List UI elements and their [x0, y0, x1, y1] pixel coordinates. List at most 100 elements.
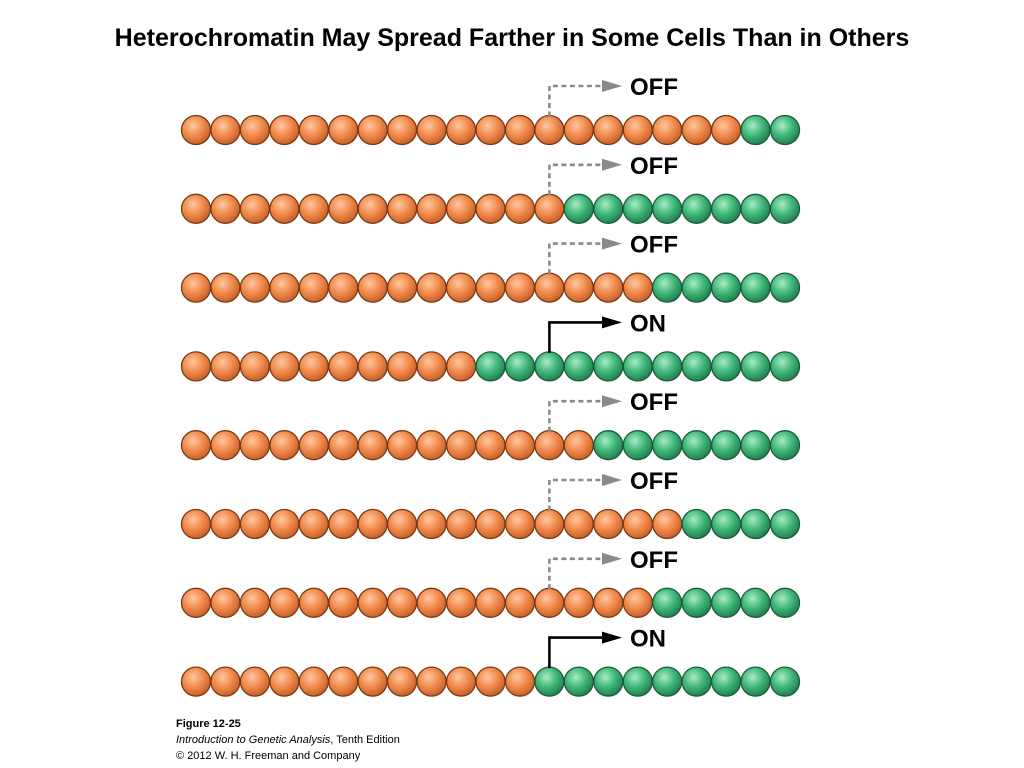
arrowhead-icon	[602, 395, 622, 408]
figure-caption: Figure 12-25 Introduction to Genetic Ana…	[176, 716, 400, 764]
euchromatin-nucleosome	[740, 272, 771, 303]
copyright-notice: © 2012 W. H. Freeman and Company	[176, 750, 361, 762]
promoter-arrow-off	[548, 399, 604, 432]
euchromatin-nucleosome	[593, 430, 624, 461]
heterochromatin-nucleosome	[328, 272, 359, 303]
heterochromatin-nucleosome	[269, 272, 300, 303]
heterochromatin-nucleosome	[475, 114, 506, 146]
heterochromatin-nucleosome	[269, 351, 300, 382]
heterochromatin-nucleosome	[180, 114, 212, 146]
arrowhead-icon	[602, 631, 622, 644]
euchromatin-nucleosome	[681, 587, 712, 618]
heterochromatin-nucleosome	[210, 272, 241, 303]
heterochromatin-nucleosome	[386, 666, 418, 697]
chromatin-row: OFF	[180, 547, 801, 618]
heterochromatin-nucleosome	[416, 587, 447, 618]
heterochromatin-nucleosome	[210, 587, 241, 618]
heterochromatin-nucleosome	[534, 114, 565, 146]
heterochromatin-nucleosome	[269, 430, 300, 461]
heterochromatin-nucleosome	[563, 587, 594, 618]
heterochromatin-nucleosome	[386, 508, 418, 540]
heterochromatin-nucleosome	[210, 351, 241, 382]
euchromatin-nucleosome	[740, 193, 771, 224]
heterochromatin-nucleosome	[210, 666, 241, 697]
heterochromatin-nucleosome	[416, 508, 447, 540]
heterochromatin-nucleosome	[475, 666, 506, 697]
heterochromatin-nucleosome	[416, 430, 447, 461]
expression-state-label: OFF	[630, 547, 678, 574]
book-title: Introduction to Genetic Analysis	[176, 734, 331, 746]
heterochromatin-nucleosome	[298, 666, 329, 697]
euchromatin-nucleosome	[769, 666, 801, 697]
heterochromatin-nucleosome	[416, 666, 447, 697]
heterochromatin-nucleosome	[475, 508, 506, 540]
promoter-arrow-on	[548, 636, 604, 669]
heterochromatin-nucleosome	[328, 508, 359, 540]
promoter-arrow-on	[548, 321, 604, 353]
heterochromatin-nucleosome	[328, 666, 359, 697]
heterochromatin-nucleosome	[269, 587, 300, 618]
euchromatin-nucleosome	[534, 351, 565, 382]
heterochromatin-nucleosome	[593, 508, 624, 540]
euchromatin-nucleosome	[681, 666, 712, 697]
euchromatin-nucleosome	[710, 587, 742, 618]
euchromatin-nucleosome	[769, 430, 801, 461]
euchromatin-nucleosome	[769, 193, 801, 224]
heterochromatin-nucleosome	[416, 272, 447, 303]
euchromatin-nucleosome	[740, 508, 771, 540]
heterochromatin-nucleosome	[475, 430, 506, 461]
heterochromatin-nucleosome	[386, 193, 418, 224]
heterochromatin-nucleosome	[445, 666, 477, 697]
chromatin-row: OFF	[180, 468, 801, 540]
heterochromatin-nucleosome	[298, 193, 329, 224]
heterochromatin-nucleosome	[534, 272, 565, 303]
heterochromatin-nucleosome	[563, 114, 594, 146]
euchromatin-nucleosome	[652, 430, 683, 461]
chromatin-rows: OFF OFF OFF ON OFF OFF OFF ON	[180, 74, 801, 697]
euchromatin-nucleosome	[769, 508, 801, 540]
euchromatin-nucleosome	[710, 508, 742, 540]
euchromatin-nucleosome	[622, 193, 653, 224]
heterochromatin-nucleosome	[239, 587, 271, 618]
euchromatin-nucleosome	[622, 351, 653, 382]
heterochromatin-nucleosome	[180, 666, 212, 697]
heterochromatin-nucleosome	[475, 587, 506, 618]
heterochromatin-nucleosome	[298, 272, 329, 303]
heterochromatin-nucleosome	[210, 508, 241, 540]
heterochromatin-nucleosome	[269, 114, 300, 146]
heterochromatin-nucleosome	[328, 351, 359, 382]
book-citation: Introduction to Genetic Analysis, Tenth …	[176, 732, 400, 748]
heterochromatin-nucleosome	[445, 114, 477, 146]
euchromatin-nucleosome	[740, 430, 771, 461]
heterochromatin-nucleosome	[593, 272, 624, 303]
heterochromatin-nucleosome	[269, 193, 300, 224]
euchromatin-nucleosome	[563, 193, 594, 224]
figure-number: Figure 12-25	[176, 718, 241, 730]
euchromatin-nucleosome	[740, 666, 771, 697]
expression-state-label: ON	[630, 310, 666, 337]
heterochromatin-nucleosome	[504, 193, 536, 224]
heterochromatin-nucleosome	[416, 351, 447, 382]
euchromatin-nucleosome	[740, 114, 771, 146]
euchromatin-nucleosome	[710, 272, 742, 303]
arrowhead-icon	[602, 237, 622, 250]
euchromatin-nucleosome	[652, 351, 683, 382]
chromatin-row: OFF	[180, 153, 801, 224]
heterochromatin-nucleosome	[298, 114, 329, 146]
heterochromatin-nucleosome	[328, 430, 359, 461]
euchromatin-nucleosome	[740, 587, 771, 618]
euchromatin-nucleosome	[681, 351, 712, 382]
heterochromatin-nucleosome	[357, 114, 388, 146]
heterochromatin-nucleosome	[298, 430, 329, 461]
euchromatin-nucleosome	[652, 587, 683, 618]
heterochromatin-nucleosome	[269, 508, 300, 540]
heterochromatin-nucleosome	[416, 114, 447, 146]
heterochromatin-nucleosome	[563, 430, 594, 461]
heterochromatin-nucleosome	[386, 430, 418, 461]
heterochromatin-nucleosome	[239, 193, 271, 224]
heterochromatin-nucleosome	[239, 508, 271, 540]
heterochromatin-nucleosome	[681, 114, 712, 146]
heterochromatin-nucleosome	[445, 430, 477, 461]
euchromatin-nucleosome	[622, 430, 653, 461]
